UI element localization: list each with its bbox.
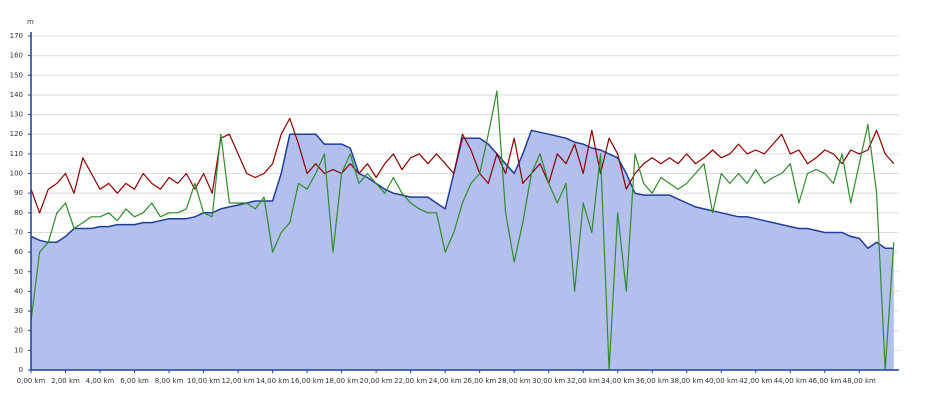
y-tick-label: 160 bbox=[10, 52, 23, 60]
x-tick-label: 44,00 km bbox=[774, 377, 807, 385]
y-tick-label: 100 bbox=[10, 170, 23, 178]
x-tick-label: 42,00 km bbox=[739, 377, 772, 385]
y-tick-label: 20 bbox=[14, 327, 23, 335]
x-tick-label: 24,00 km bbox=[429, 377, 462, 385]
x-tick-label: 36,00 km bbox=[636, 377, 669, 385]
line bbox=[30, 90, 895, 371]
x-tick-label: 32,00 km bbox=[567, 377, 600, 385]
x-tick-label: 10,00 km bbox=[187, 377, 220, 385]
x-tick-label: 6,00 km bbox=[120, 377, 149, 385]
x-tick-label: 16,00 km bbox=[291, 377, 324, 385]
x-tick-label: 4,00 km bbox=[86, 377, 115, 385]
y-tick-label: 90 bbox=[14, 189, 23, 197]
x-tick-label: 0,00 km bbox=[17, 377, 46, 385]
area bbox=[31, 130, 894, 370]
x-tick-label: 30,00 km bbox=[532, 377, 565, 385]
x-tick-label: 14,00 km bbox=[256, 377, 289, 385]
x-tick-label: 26,00 km bbox=[463, 377, 496, 385]
y-unit: m bbox=[27, 18, 34, 26]
x-tick-label: 46,00 km bbox=[808, 377, 841, 385]
y-tick-label: 110 bbox=[10, 150, 23, 158]
y-tick-label: 30 bbox=[14, 307, 23, 315]
x-tick-label: 40,00 km bbox=[705, 377, 738, 385]
y-tick-label: 60 bbox=[14, 248, 23, 256]
x-tick-label: 18,00 km bbox=[325, 377, 358, 385]
y-tick-label: 40 bbox=[14, 287, 23, 295]
x-tick-label: 34,00 km bbox=[601, 377, 634, 385]
y-tick-label: 10 bbox=[14, 346, 23, 354]
y-tick-label: 130 bbox=[10, 111, 23, 119]
x-tick-label: 38,00 km bbox=[670, 377, 703, 385]
y-tick-label: 80 bbox=[14, 209, 23, 217]
x-tick-label: 22,00 km bbox=[394, 377, 427, 385]
x-tick-label: 2,00 km bbox=[51, 377, 80, 385]
y-tick-label: 150 bbox=[10, 71, 23, 79]
x-tick-label: 12,00 km bbox=[222, 377, 255, 385]
x-tick-label: 20,00 km bbox=[360, 377, 393, 385]
y-tick-label: 50 bbox=[14, 268, 23, 276]
line bbox=[30, 117, 895, 214]
y-tick-label: 120 bbox=[10, 130, 23, 138]
y-tick-label: 0 bbox=[19, 366, 23, 374]
x-tick-label: 28,00 km bbox=[498, 377, 531, 385]
x-tick-label: 8,00 km bbox=[155, 377, 184, 385]
line bbox=[30, 129, 894, 249]
x-tick-label: 48,00 km bbox=[843, 377, 876, 385]
y-tick-label: 70 bbox=[14, 228, 23, 236]
y-tick-label: 170 bbox=[10, 32, 23, 40]
y-tick-label: 140 bbox=[10, 91, 23, 99]
